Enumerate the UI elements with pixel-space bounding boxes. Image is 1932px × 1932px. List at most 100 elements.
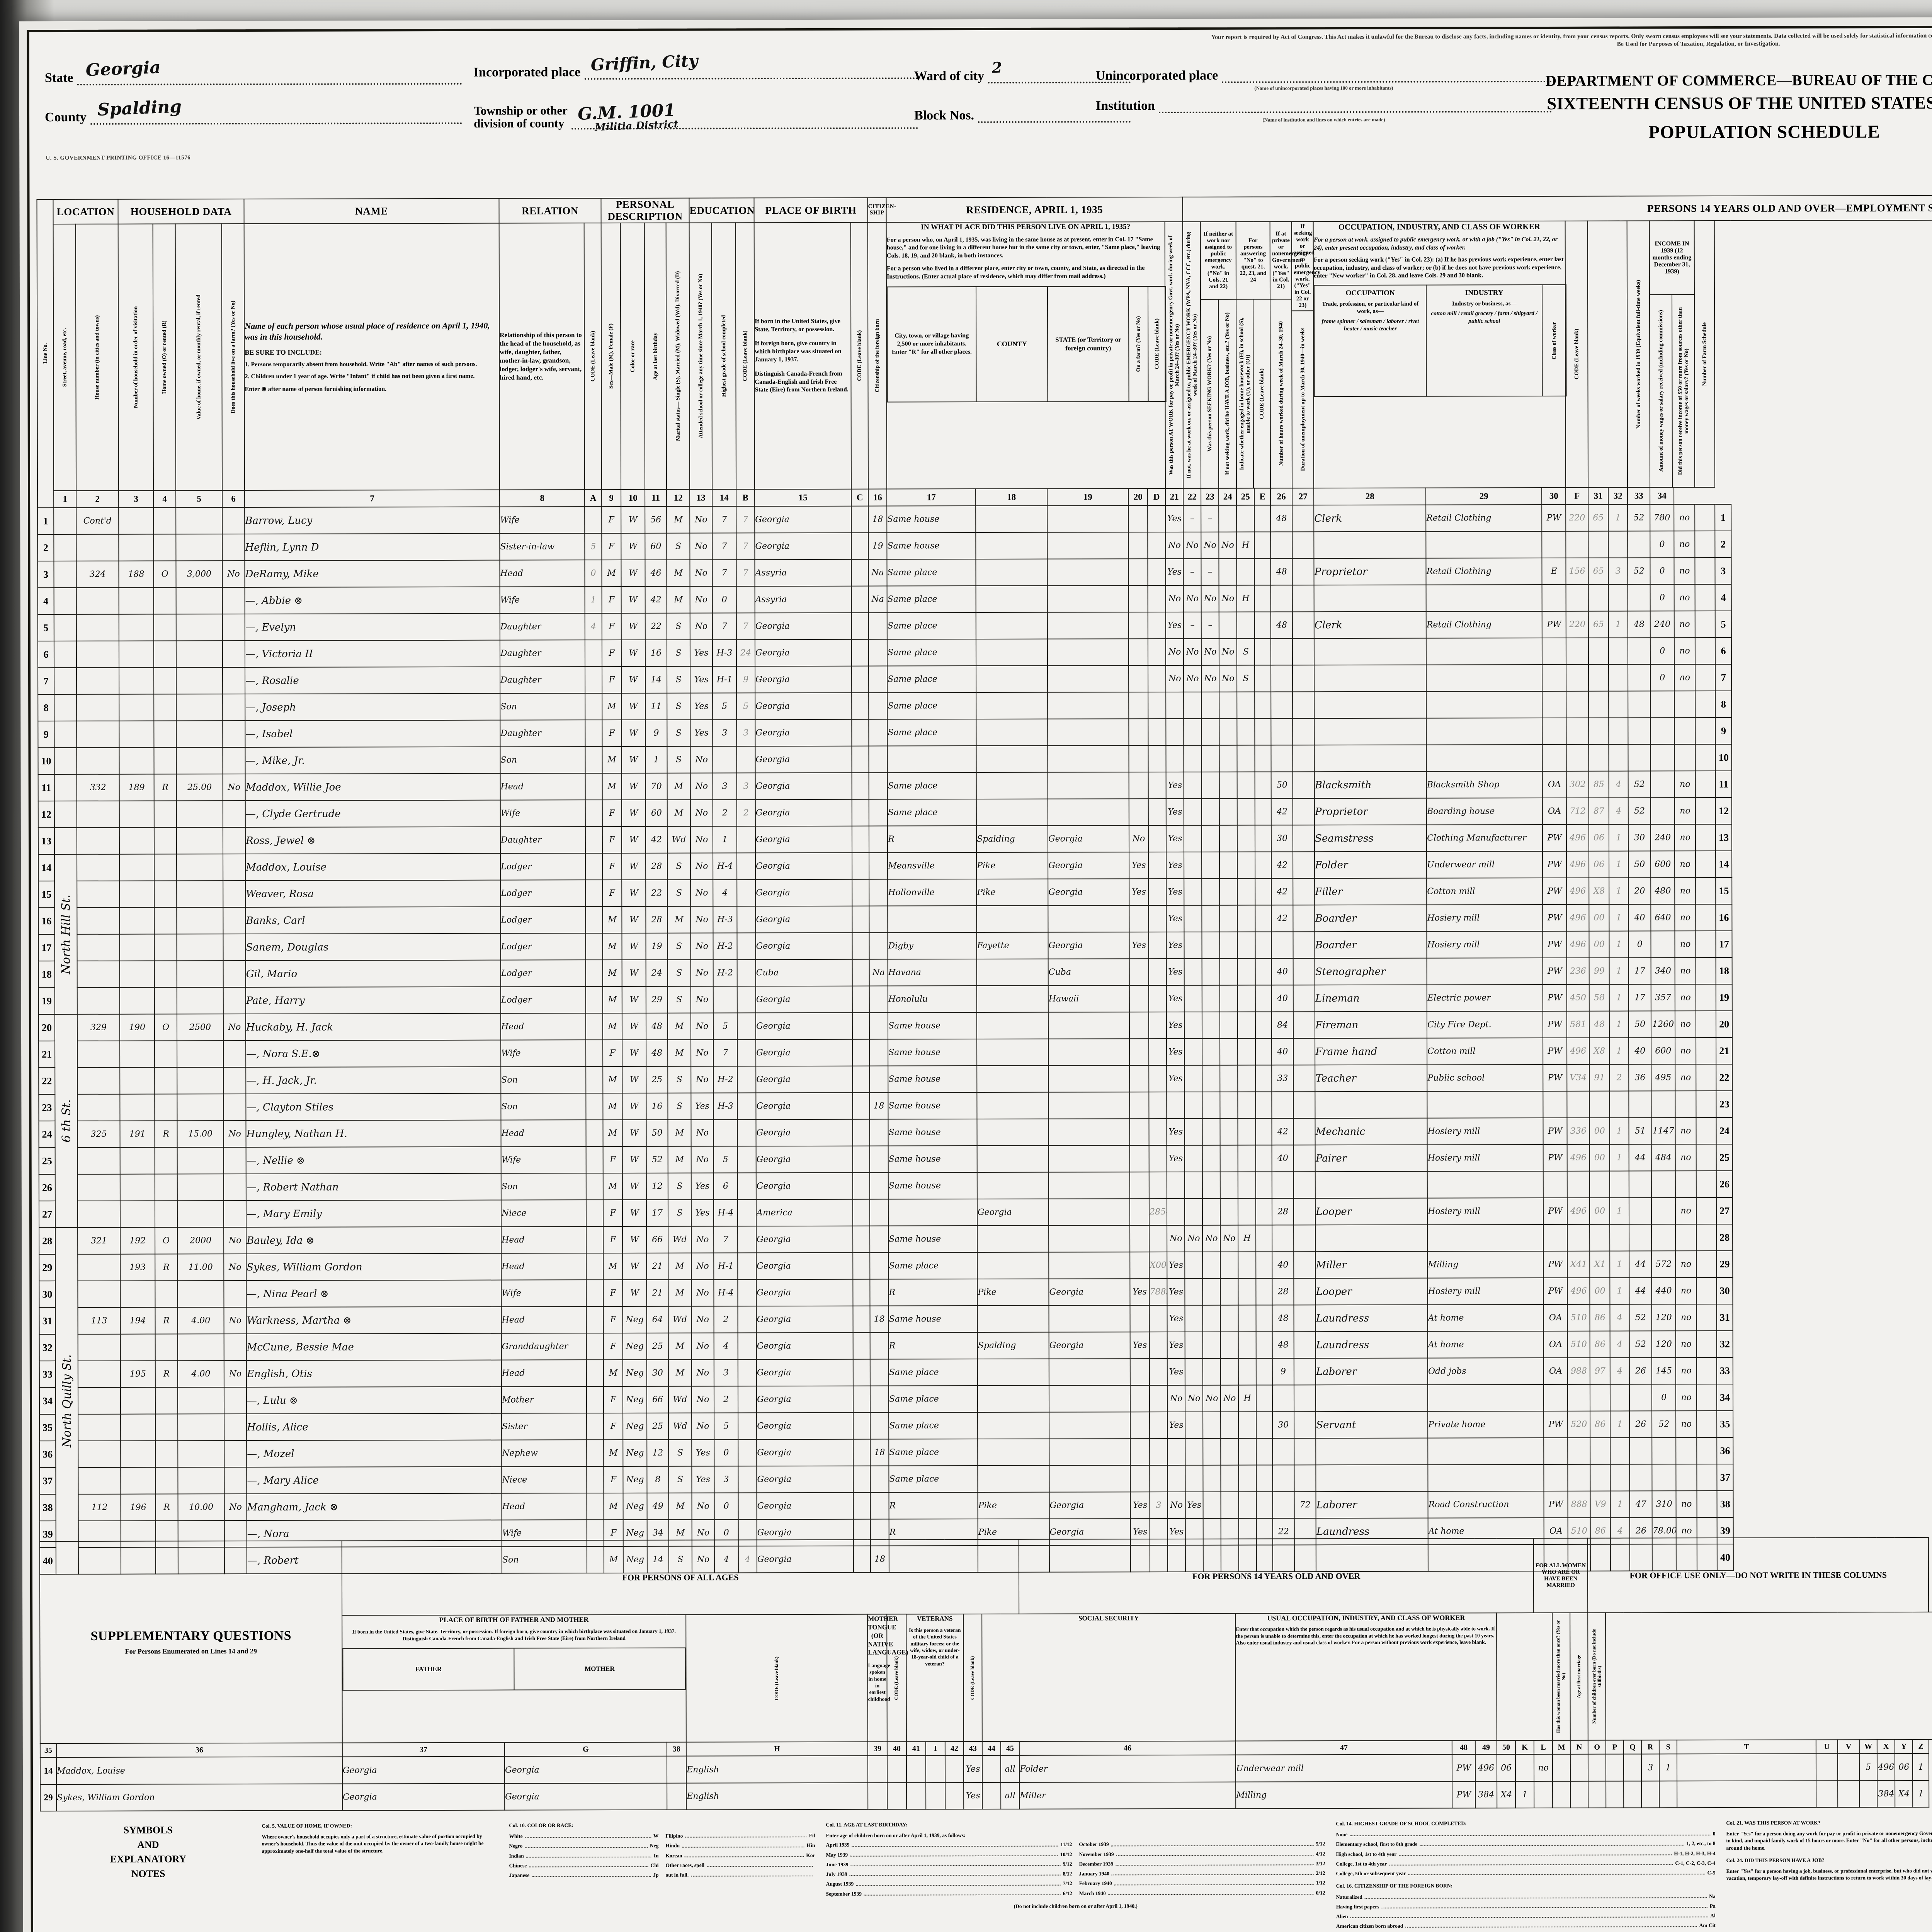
cell-e[interactable] [1254,532,1271,559]
cell-ind[interactable] [1426,638,1543,665]
cell-fs[interactable] [1696,1277,1717,1304]
cell-e[interactable] [1256,1465,1273,1492]
cell-c23[interactable] [1202,852,1220,879]
cell-c21[interactable] [1166,692,1184,719]
cell-r20[interactable] [1129,985,1149,1012]
cell-oth[interactable]: no [1675,931,1696,958]
cell-race[interactable]: W [622,1279,647,1306]
supp-cell-P[interactable] [1838,1780,1860,1808]
cell-e[interactable] [1255,852,1272,879]
cell-inc[interactable]: 0 [1650,558,1674,585]
cell-wk[interactable]: 26 [1629,1357,1652,1384]
cell-wk[interactable]: 30 [1628,824,1651,851]
cell-r17[interactable] [887,746,976,773]
cell-c26[interactable]: 48 [1272,1305,1294,1332]
cell-fs[interactable] [1695,638,1716,665]
cell-sch[interactable]: No [691,1253,714,1280]
cell-name[interactable]: Huckaby, H. Jack [245,1013,501,1041]
cell-b[interactable] [737,1173,756,1200]
cell-c21[interactable]: Yes [1167,1305,1185,1332]
cell-r18[interactable] [976,799,1048,826]
cell-farm[interactable]: No [223,1121,246,1148]
cell-c24[interactable]: No [1219,585,1237,612]
cell-r19[interactable]: Georgia [1049,1492,1131,1519]
cell-val[interactable] [177,1281,224,1308]
table-row[interactable]: 4 —, Abbie ⊗ Wife 1 F W 42 M No 0 Assyria Na Same pl… [37,582,1932,615]
cell-grade[interactable]: 2 [713,799,737,827]
cell-c26[interactable]: 42 [1271,798,1293,825]
cell-birth[interactable]: Georgia [755,532,852,560]
cell-f3[interactable]: 1 [1609,904,1629,931]
cell-c25[interactable] [1238,1358,1257,1385]
cell-inc[interactable]: 0 [1650,584,1674,611]
cell-inc[interactable]: 0 [1650,664,1675,691]
cell-sch[interactable]: No [690,746,713,773]
cell-c26[interactable]: 40 [1271,985,1294,1012]
cell-occ[interactable]: Laborer [1315,1358,1428,1385]
cell-a[interactable] [586,1200,604,1227]
cell-age[interactable]: 60 [645,533,667,560]
cell-f2[interactable]: 00 [1589,904,1609,931]
cell-c[interactable] [853,1252,870,1279]
cell-grade[interactable]: 0 [714,1493,738,1520]
cell-c24[interactable] [1220,1172,1238,1199]
cell-a[interactable] [585,773,602,800]
cell-name[interactable]: —, Joseph [245,693,500,721]
cell-c26[interactable] [1272,1092,1294,1119]
supp-cell-w49[interactable] [1588,1754,1606,1781]
cell-sex[interactable]: F [604,1413,623,1440]
cell-val[interactable]: 4.00 [177,1307,224,1334]
cell-c24[interactable] [1220,1252,1238,1279]
cell-c26[interactable] [1271,692,1293,719]
cell-age[interactable]: 8 [647,1466,669,1493]
cell-c[interactable] [853,1359,870,1386]
cell-occ[interactable]: Filler [1315,878,1427,905]
supp-cell-mother[interactable]: Georgia [504,1756,667,1784]
cell-house[interactable] [78,1361,121,1388]
cell-b[interactable] [737,853,756,880]
cell-c24[interactable] [1220,1332,1238,1359]
cell-d[interactable] [1148,692,1166,719]
cell-c25[interactable] [1238,1492,1257,1519]
cell-sex[interactable]: F [604,1466,623,1493]
cell-age[interactable]: 48 [646,1013,668,1040]
cell-fs[interactable] [1696,1037,1716,1065]
cell-c[interactable] [852,1066,870,1093]
cell-occ[interactable]: Mechanic [1315,1118,1427,1145]
cell-c22[interactable]: No [1185,1385,1203,1412]
cell-fs[interactable] [1696,1357,1717,1384]
cell-oth[interactable] [1676,1464,1697,1491]
cell-c22[interactable] [1185,1305,1203,1332]
cell-d[interactable] [1149,1119,1167,1146]
cell-fs[interactable] [1696,1251,1717,1278]
cell-c22[interactable] [1185,1465,1203,1492]
cell-sch[interactable]: Yes [692,1466,714,1493]
supplementary-row[interactable]: 14 Maddox, Louise Georgia Georgia English Yes… [40,1752,1932,1784]
cell-oth[interactable] [1674,691,1696,718]
cell-race[interactable]: W [622,879,646,906]
cell-ind[interactable] [1426,718,1543,745]
cell-ind[interactable]: Hosiery mill [1427,904,1543,932]
cell-val[interactable] [178,1467,224,1494]
cell-cit[interactable] [869,826,888,853]
cell-f2[interactable]: X8 [1589,878,1609,905]
cell-f2[interactable]: 00 [1589,931,1609,958]
cell-cit[interactable] [869,852,888,879]
cell-c27[interactable] [1293,852,1315,879]
cell-fs[interactable] [1696,1117,1716,1145]
cell-c[interactable] [852,1199,870,1226]
table-row[interactable]: 12 —, Clyde Gertrude Wife F W 60 M No 2 2 Georgia S… [38,796,1932,828]
cell-c22[interactable] [1185,1278,1203,1305]
cell-c25[interactable] [1238,1438,1257,1465]
cell-r18[interactable] [977,1172,1049,1199]
cell-race[interactable]: Neg [622,1333,647,1360]
cell-c23[interactable] [1201,692,1219,719]
cell-inc[interactable]: 484 [1651,1144,1675,1171]
cell-hh[interactable] [121,1440,156,1468]
cell-r19[interactable] [1047,639,1129,666]
cell-ind[interactable] [1426,744,1543,772]
cell-c23[interactable] [1202,825,1220,852]
table-row[interactable]: 19 Pate, Harry Lodger M W 29 S No Georgia Honolul… [38,982,1932,1015]
cell-f3[interactable] [1609,1171,1629,1198]
cell-ms[interactable]: M [668,1119,691,1146]
